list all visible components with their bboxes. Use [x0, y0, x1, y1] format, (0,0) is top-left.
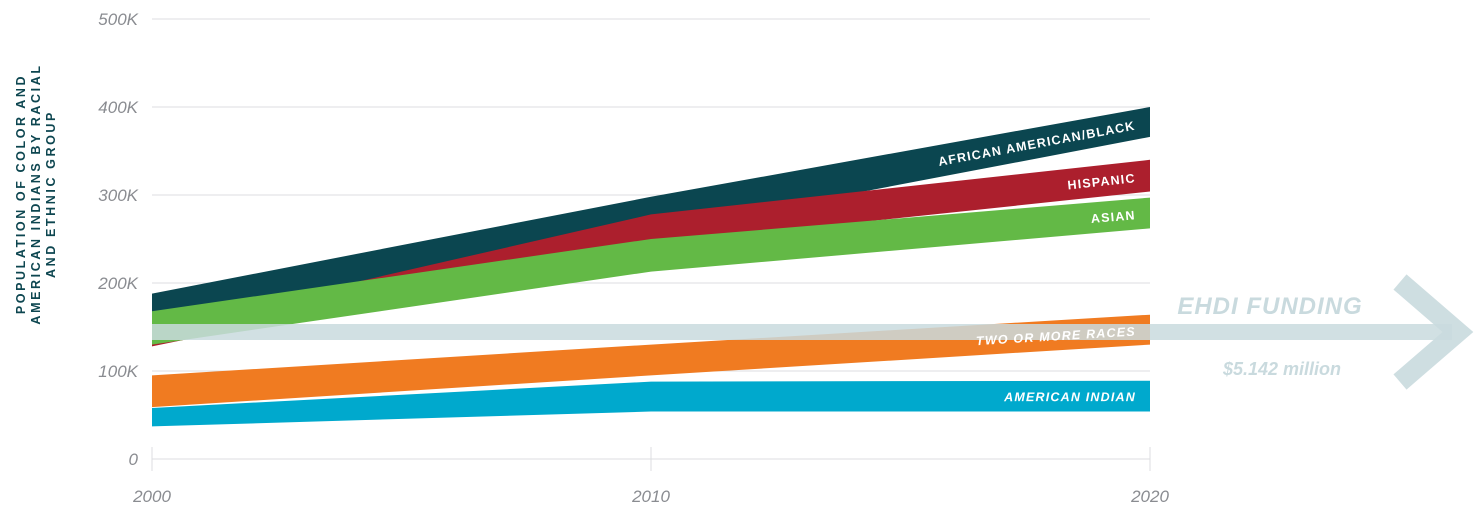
y-tick-label: 0 — [129, 450, 139, 469]
funding-arrow — [152, 274, 1474, 390]
funding-amount: $5.142 million — [1222, 359, 1341, 379]
y-axis-title: POPULATION OF COLOR AND AMERICAN INDIANS … — [14, 63, 58, 324]
x-tick-label: 2010 — [631, 487, 670, 506]
y-tick-label: 100K — [98, 362, 138, 381]
y-tick-label: 300K — [98, 186, 138, 205]
y-axis-title-line: POPULATION OF COLOR AND — [14, 74, 28, 314]
y-tick-label: 200K — [97, 274, 138, 293]
y-tick-label: 500K — [98, 10, 138, 29]
y-axis-title-text: POPULATION OF COLOR AND AMERICAN INDIANS … — [14, 63, 58, 324]
band-hispanic — [152, 159, 1150, 347]
funding-title: EHDI FUNDING — [1177, 293, 1362, 320]
arrow-shaft — [152, 324, 1452, 340]
band-american-indian — [152, 380, 1150, 427]
band-asian — [152, 197, 1150, 345]
x-tick-label: 2000 — [132, 487, 171, 506]
y-axis-title-line: AND ETHNIC GROUP — [44, 110, 58, 278]
x-axis-ticks: 2000 2010 2020 — [132, 487, 1169, 506]
arrow-head — [1393, 274, 1474, 390]
band-label-american-indian: AMERICAN INDIAN — [1003, 390, 1136, 404]
band-label-asian: ASIAN — [1090, 208, 1136, 226]
x-tick-label: 2020 — [1130, 487, 1169, 506]
funding-annotation: EHDI FUNDING $5.142 million — [1177, 293, 1362, 379]
y-axis-title-line: AMERICAN INDIANS BY RACIAL — [29, 63, 43, 324]
y-tick-label: 400K — [98, 98, 138, 117]
y-axis-ticks: 0 100K 200K 300K 400K 500K — [97, 10, 138, 469]
x-gridlines — [151, 447, 1151, 471]
